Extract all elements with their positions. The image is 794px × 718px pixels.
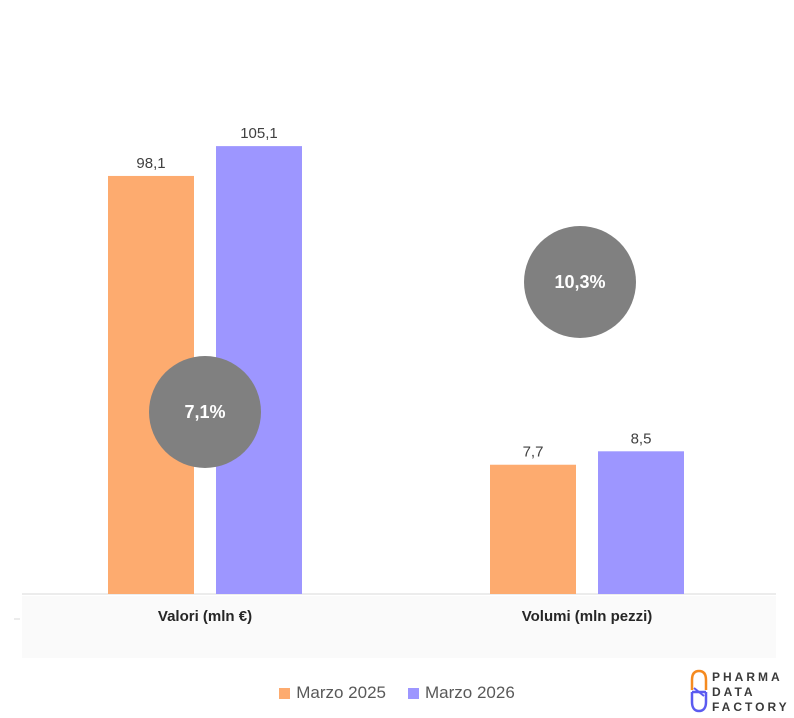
- bar-marzo-2026-volumi: [598, 451, 684, 594]
- growth-label-valori: 7,1%: [184, 402, 225, 422]
- category-axis-band: [22, 596, 776, 658]
- category-label-volumi: Volumi (mln pezzi): [522, 608, 653, 625]
- legend-item-marzo-2025: Marzo 2025: [279, 683, 386, 703]
- bar-chart: 7,1% 10,3% 98,1 105,1 Valori (mln €) 7,7 8,5 V…: [14, 125, 776, 658]
- pharma-data-factory-logo: PHARMA DATA FACTORY: [690, 668, 790, 714]
- legend-item-marzo-2026: Marzo 2026: [408, 683, 515, 703]
- legend-swatch-marzo-2026: [408, 687, 419, 699]
- logo-text: PHARMA DATA FACTORY: [712, 670, 790, 715]
- logo-line-data: DATA: [712, 685, 756, 699]
- logo-capsule-icon: [690, 669, 708, 713]
- bar-marzo-2025-volumi: [490, 464, 576, 594]
- data-label-marzo-2026-volumi: 8,5: [631, 430, 652, 447]
- legend: Marzo 2025 Marzo 2026: [0, 683, 794, 703]
- legend-label-marzo-2026: Marzo 2026: [425, 683, 515, 702]
- legend-label-marzo-2025: Marzo 2025: [296, 683, 386, 702]
- growth-bubble-valori: [149, 356, 261, 468]
- data-label-marzo-2025-valori: 98,1: [136, 155, 165, 172]
- growth-bubble-volumi: [524, 226, 636, 338]
- growth-label-volumi: 10,3%: [554, 272, 605, 292]
- category-label-valori: Valori (mln €): [158, 608, 252, 625]
- data-label-marzo-2026-valori: 105,1: [240, 125, 278, 142]
- data-label-marzo-2025-volumi: 7,7: [523, 444, 544, 461]
- legend-swatch-marzo-2025: [279, 687, 291, 699]
- logo-line-pharma: PHARMA: [712, 670, 783, 684]
- logo-line-factory: FACTORY: [712, 700, 790, 714]
